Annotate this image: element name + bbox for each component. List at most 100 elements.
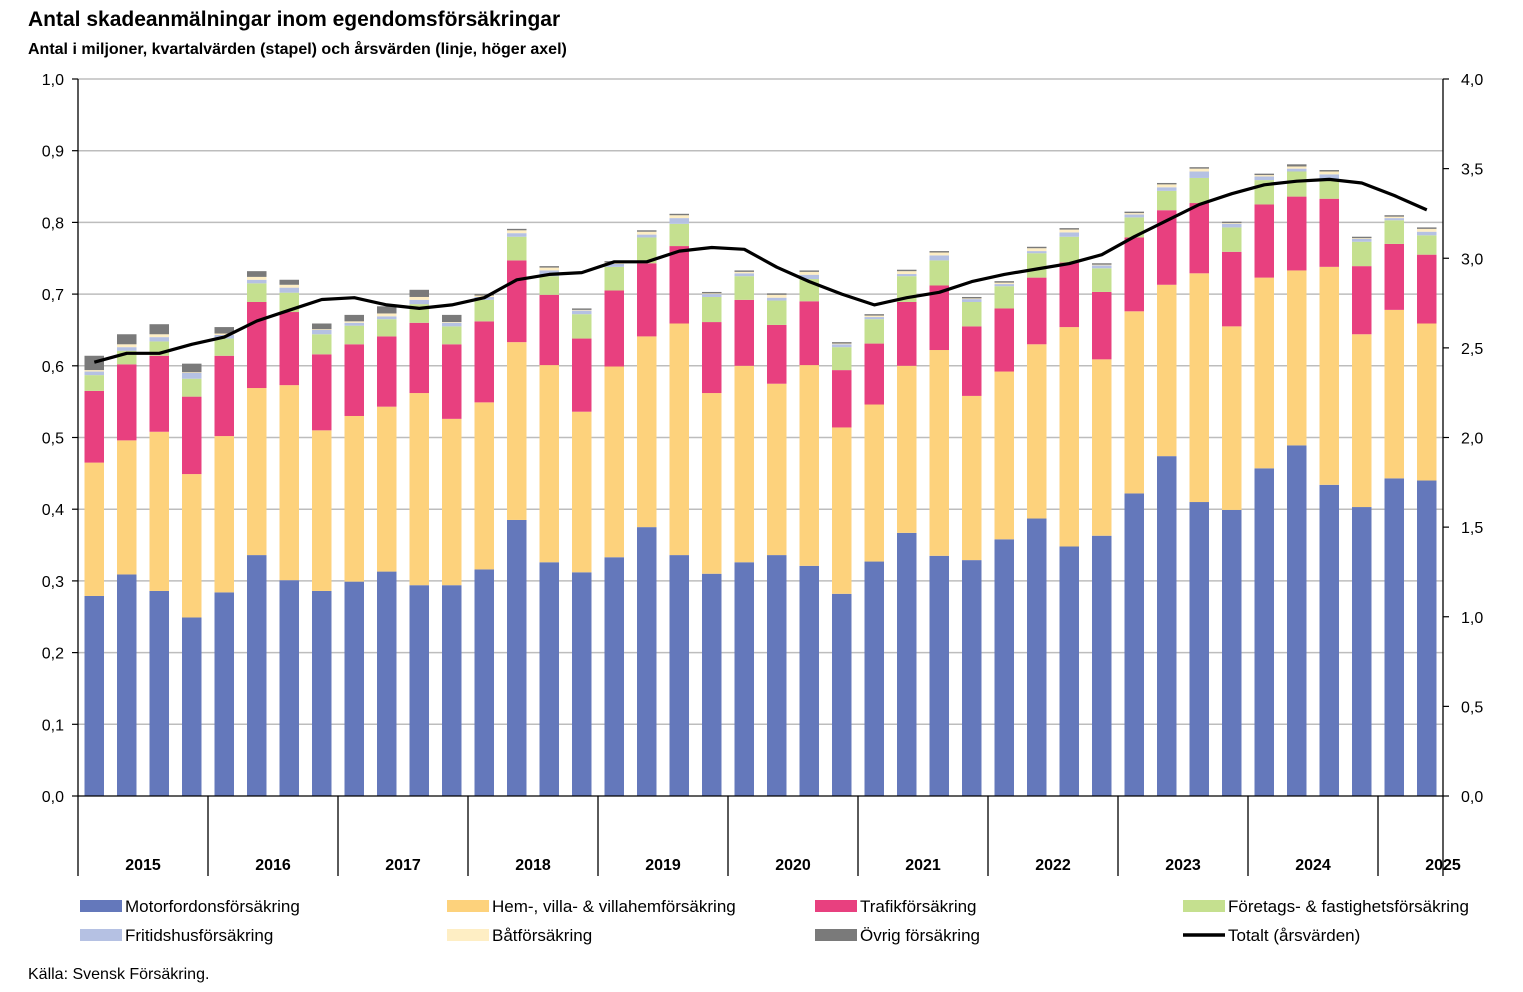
year-label: 2019 <box>645 857 681 874</box>
bar-segment <box>1384 216 1404 219</box>
bar-segment <box>344 415 364 582</box>
bar-segment <box>377 313 397 317</box>
bar-segment <box>214 436 234 593</box>
bar-segment <box>1189 203 1209 274</box>
bar-segment <box>637 234 657 238</box>
bar-segment <box>507 236 527 261</box>
bar-segment <box>897 532 917 796</box>
bar-segment <box>832 342 852 344</box>
bar-segment <box>897 271 917 275</box>
bar-segment <box>1124 493 1144 796</box>
bar-segment <box>182 372 202 379</box>
bar-segment <box>409 322 429 394</box>
bar-segment <box>637 263 657 337</box>
bar-segment <box>1417 228 1437 232</box>
bar-segment <box>897 301 917 366</box>
bar-segment <box>1222 227 1242 252</box>
bar-segment <box>767 383 787 556</box>
bar-segment <box>1157 182 1177 185</box>
bar-segment <box>669 213 689 216</box>
bar-segment <box>377 316 397 320</box>
bar-segment <box>1384 309 1404 479</box>
bar-segment <box>1157 184 1177 188</box>
bar-segment <box>149 337 169 342</box>
bar-segment <box>247 271 267 277</box>
bar-segment <box>572 308 592 310</box>
bar-segment <box>1124 237 1144 312</box>
bar-segment <box>734 365 754 563</box>
bar-segment <box>929 555 949 796</box>
source-note: Källa: Svensk Försäkring. <box>28 966 210 983</box>
bar-segment <box>767 297 787 301</box>
bar-segment <box>767 300 787 325</box>
bar-segment <box>84 371 104 376</box>
year-label: 2015 <box>125 857 161 874</box>
bar-segment <box>312 329 332 335</box>
bar-segment <box>864 343 884 405</box>
left-tick-label: 0,8 <box>42 215 64 232</box>
bar-segment <box>669 555 689 796</box>
bar-segment <box>572 572 592 796</box>
bar-segment <box>539 266 559 268</box>
year-label: 2022 <box>1035 857 1071 874</box>
bar-segment <box>962 301 982 327</box>
bar-segment <box>962 326 982 396</box>
bar-segment <box>1319 171 1339 175</box>
bar-segment <box>1254 176 1274 181</box>
bar-segment <box>182 378 202 397</box>
bar-segment <box>214 327 234 334</box>
axes: 0,0 0,1 0,2 0,3 0,4 0,5 0,6 0,7 0,8 0,9 1,0 0,0 0,5 1… <box>42 72 1483 876</box>
bar-segment <box>1059 262 1079 328</box>
bar-segment <box>1384 218 1404 221</box>
bar-segment <box>1222 326 1242 510</box>
bar-segment <box>1027 518 1047 796</box>
bar-segment <box>929 252 949 256</box>
bar-segment <box>474 321 494 403</box>
bar-segment <box>1189 171 1209 178</box>
legend-swatch <box>80 900 122 912</box>
bar-segment <box>344 344 364 416</box>
bar-segment <box>734 273 754 277</box>
right-tick-label: 1,5 <box>1461 520 1483 537</box>
bar-segment <box>1027 277 1047 345</box>
left-tick-label: 0,7 <box>42 287 64 304</box>
bar-segment <box>1319 180 1339 199</box>
bar-segment <box>344 322 364 326</box>
bar-segment <box>1319 484 1339 796</box>
right-tick-label: 3,0 <box>1461 251 1483 268</box>
bar-segment <box>1092 359 1112 536</box>
bar-segment <box>929 255 949 261</box>
bar-segment <box>1059 546 1079 796</box>
bar-segment <box>312 430 332 591</box>
bar-segment <box>1189 273 1209 503</box>
bar-segment <box>702 573 722 796</box>
bar-segment <box>247 276 267 280</box>
chart-subtitle: Antal i miljoner, kvartalvärden (stapel)… <box>28 41 567 58</box>
bar-segment <box>604 290 624 367</box>
bar-segment <box>84 595 104 796</box>
bar-segment <box>1352 238 1372 239</box>
bar-segment <box>1384 215 1404 217</box>
legend-label: Fritidshusförsäkring <box>125 926 273 945</box>
bar-segment <box>344 321 364 323</box>
bar-segment <box>1319 170 1339 172</box>
bar-segment <box>1384 243 1404 310</box>
bar-segment <box>409 296 429 300</box>
bar-segment <box>1092 268 1112 292</box>
bars <box>84 164 1437 796</box>
bar-segment <box>897 269 917 272</box>
bar-segment <box>409 585 429 796</box>
bar-segment <box>604 557 624 796</box>
bar-segment <box>572 411 592 573</box>
bar-segment <box>247 388 267 556</box>
bar-segment <box>929 285 949 351</box>
bar-segment <box>409 299 429 305</box>
chart-title: Antal skadeanmälningar inom egendomsförs… <box>28 8 561 31</box>
bar-segment <box>669 215 689 219</box>
bar-segment <box>442 314 462 323</box>
bar-segment <box>1319 266 1339 485</box>
bar-segment <box>377 571 397 796</box>
bar-segment <box>1417 323 1437 481</box>
bar-segment <box>1417 231 1437 236</box>
bar-segment <box>1352 241 1372 267</box>
